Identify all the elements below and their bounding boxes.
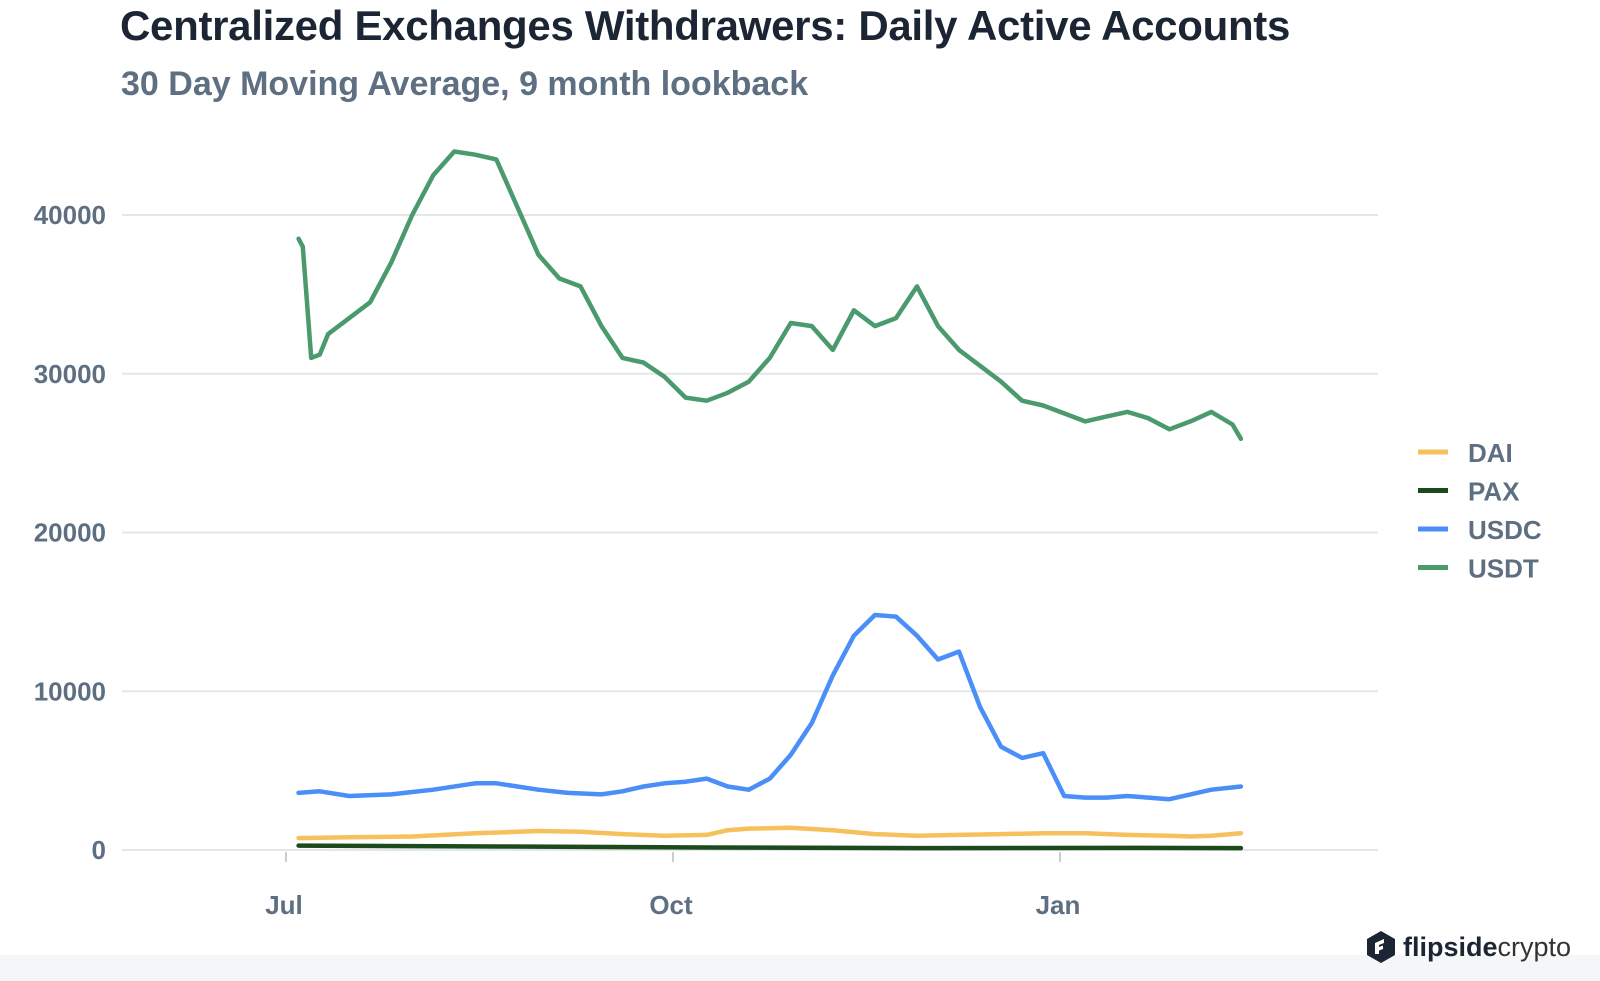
y-tick-label: 20000: [34, 518, 106, 548]
series-line-usdt: [296, 149, 1244, 442]
legend: DAI PAX USDC USDT: [1418, 438, 1542, 584]
brand-logo: flipsidecrypto: [1365, 930, 1571, 964]
x-tick-label: Oct: [649, 890, 693, 920]
chart-subtitle: 30 Day Moving Average, 9 month lookback: [121, 65, 809, 103]
brand-wordmark: flipsidecrypto: [1403, 932, 1571, 963]
brand-light: crypto: [1497, 931, 1572, 962]
y-tick-label: 0: [92, 835, 106, 865]
y-tick-label: 30000: [34, 359, 106, 389]
x-axis-ticks: Jul Oct Jan: [265, 852, 1080, 920]
legend-label-dai: DAI: [1468, 438, 1513, 468]
grid-lines: [122, 214, 1378, 851]
flipside-hexagon-logo-icon: [1367, 931, 1395, 963]
series-lines: [296, 149, 1244, 851]
series-line-dai: [296, 825, 1244, 841]
footer-band: [0, 955, 1600, 981]
y-tick-label: 40000: [34, 200, 106, 230]
y-tick-label: 10000: [34, 676, 106, 706]
series-line-usdc: [296, 612, 1244, 802]
legend-label-usdt: USDT: [1468, 554, 1539, 584]
y-axis-ticks: 0 10000 20000 30000 40000: [34, 200, 106, 865]
x-tick-label: Jul: [265, 890, 303, 920]
series-line-pax: [296, 843, 1244, 851]
chart-title: Centralized Exchanges Withdrawers: Daily…: [120, 2, 1291, 49]
brand-bold: flipside: [1403, 931, 1498, 962]
legend-label-usdc: USDC: [1468, 515, 1542, 545]
legend-label-pax: PAX: [1468, 477, 1520, 507]
x-tick-label: Jan: [1036, 890, 1081, 920]
